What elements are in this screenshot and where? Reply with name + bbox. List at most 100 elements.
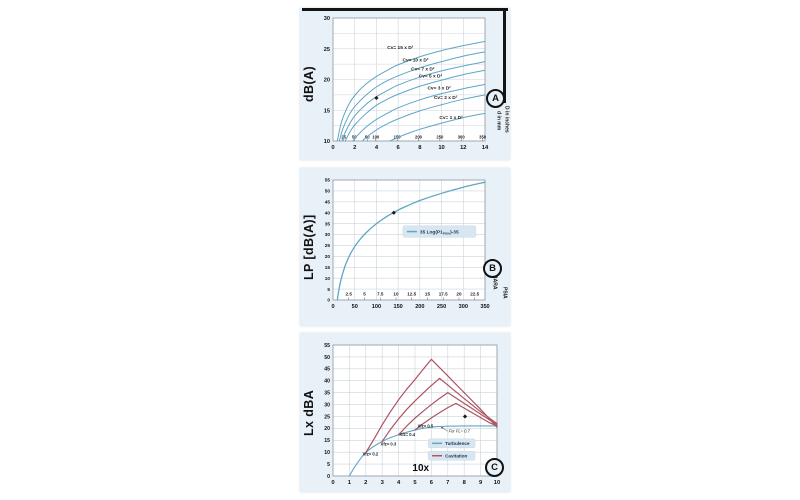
svg-text:2: 2 xyxy=(353,145,356,151)
svg-text:10: 10 xyxy=(494,480,500,486)
svg-text:2: 2 xyxy=(364,480,367,486)
chart-panel-b: LP [dB(A)] 2.5 5 7.5 10 12.5 15 17.5 20 22.5 35 L… xyxy=(300,168,510,326)
chart-a-badge: A xyxy=(486,89,505,108)
svg-text:30: 30 xyxy=(324,402,330,408)
chart-b-badge: B xyxy=(483,259,502,278)
svg-text:50: 50 xyxy=(352,304,358,310)
svg-text:350: 350 xyxy=(480,304,489,310)
svg-text:Cv= 2 x D²: Cv= 2 x D² xyxy=(434,95,458,101)
svg-text:Cv= 3 x D²: Cv= 3 x D² xyxy=(427,85,451,91)
legend: Turbulence Cavitation xyxy=(427,438,476,461)
svg-text:20: 20 xyxy=(324,426,330,432)
series-cavitation-xfz-0-4 xyxy=(398,392,498,436)
svg-text:10: 10 xyxy=(324,139,330,145)
svg-text:Xfz= 0.4: Xfz= 0.4 xyxy=(399,432,415,437)
axis-tick-labels: 0 50 100 150 200 250 300 350 0 5 10 15 20 25 30 35 40 45 5… xyxy=(325,178,490,310)
svg-text:1: 1 xyxy=(348,480,352,486)
svg-text:0: 0 xyxy=(327,298,330,303)
svg-text:50: 50 xyxy=(325,189,331,194)
svg-text:7.5: 7.5 xyxy=(377,292,384,297)
chart-series xyxy=(336,40,486,142)
svg-text:5: 5 xyxy=(413,480,417,486)
svg-text:250: 250 xyxy=(436,134,444,139)
series-cavitation-xfz-0-5 xyxy=(414,402,498,431)
svg-text:15: 15 xyxy=(425,292,431,297)
chart-panel-a: dB(A) 25 50 80 100 150 200 250 300 350 Cv= 15 x D… xyxy=(300,8,510,160)
svg-text:25: 25 xyxy=(325,243,331,248)
svg-text:250: 250 xyxy=(437,304,446,310)
svg-text:6: 6 xyxy=(397,145,401,151)
svg-text:40: 40 xyxy=(325,210,331,215)
annotation: For FL= 0.7 xyxy=(441,426,471,434)
chart-series xyxy=(348,358,498,477)
svg-text:0: 0 xyxy=(331,480,334,486)
chart-b-plot: 2.5 5 7.5 10 12.5 15 17.5 20 22.5 35 Log(P1PSIA)-… xyxy=(325,178,490,310)
chart-a-x-unit-mm: d in mm xyxy=(495,111,502,131)
svg-text:Xfz= 0.2: Xfz= 0.2 xyxy=(363,452,379,457)
series-cv-2-x-d- xyxy=(361,94,486,142)
svg-text:300: 300 xyxy=(458,134,466,139)
svg-text:Cv= 1 x D²: Cv= 1 x D² xyxy=(439,115,463,121)
svg-text:20: 20 xyxy=(325,254,331,259)
svg-text:Xfz= 0.3: Xfz= 0.3 xyxy=(381,442,397,447)
svg-text:0: 0 xyxy=(327,474,330,480)
chart-b-x-unit-bara: BARA xyxy=(491,275,498,290)
svg-text:5: 5 xyxy=(327,462,330,468)
svg-text:14: 14 xyxy=(482,145,489,151)
svg-text:150: 150 xyxy=(393,304,402,310)
series-35-log-p1psia-35 xyxy=(336,181,486,301)
svg-text:3: 3 xyxy=(381,480,385,486)
svg-text:35 Log(P1PSIA)-35: 35 Log(P1PSIA)-35 xyxy=(420,229,459,235)
svg-text:5: 5 xyxy=(363,292,366,297)
legend: 35 Log(P1PSIA)-35 xyxy=(402,225,477,238)
chart-b-x-unit-psia: PSIA xyxy=(501,287,508,299)
svg-text:150: 150 xyxy=(394,134,402,139)
svg-text:20: 20 xyxy=(456,292,462,297)
svg-text:45: 45 xyxy=(324,367,330,373)
chart-a-x-unit-inches: D in inches xyxy=(503,106,510,133)
series-cv-7-x-d- xyxy=(341,61,486,142)
svg-text:35: 35 xyxy=(325,221,331,226)
svg-text:30: 30 xyxy=(324,16,330,22)
svg-text:12: 12 xyxy=(460,145,466,151)
svg-text:10: 10 xyxy=(438,145,444,151)
svg-text:4: 4 xyxy=(375,145,379,151)
svg-text:Cv= 15 x D²: Cv= 15 x D² xyxy=(387,45,413,51)
svg-text:200: 200 xyxy=(415,134,423,139)
series-cv-10-x-d- xyxy=(338,51,486,142)
series-cv-3-x-d- xyxy=(352,83,486,142)
chart-a-right-rule xyxy=(503,10,506,103)
svg-text:15: 15 xyxy=(325,265,331,270)
series-cv-1-x-d- xyxy=(389,112,486,142)
svg-text:55: 55 xyxy=(325,178,331,183)
svg-text:8: 8 xyxy=(418,145,422,151)
axis-tick-labels: 0 2 4 6 8 10 12 14 10 15 20 25 30 xyxy=(324,16,489,151)
svg-text:10: 10 xyxy=(393,292,399,297)
svg-text:12.5: 12.5 xyxy=(407,292,416,297)
svg-text:Cv= 10 x D²: Cv= 10 x D² xyxy=(402,58,428,64)
svg-text:7: 7 xyxy=(446,480,449,486)
svg-text:Cavitation: Cavitation xyxy=(445,453,467,458)
svg-text:15: 15 xyxy=(324,108,330,114)
svg-text:22.5: 22.5 xyxy=(470,292,479,297)
curve-labels: Cv= 15 x D² Cv= 10 x D² Cv= 7 x D² Cv= 5 x … xyxy=(387,45,463,121)
svg-text:8: 8 xyxy=(463,480,467,486)
svg-text:0: 0 xyxy=(331,145,334,151)
svg-text:25: 25 xyxy=(341,134,346,139)
svg-text:Cv= 5 x D²: Cv= 5 x D² xyxy=(419,74,443,80)
svg-text:45: 45 xyxy=(325,200,331,205)
svg-text:2.5: 2.5 xyxy=(346,292,353,297)
secondary-x-axis: 2.5 5 7.5 10 12.5 15 17.5 20 22.5 xyxy=(346,292,480,300)
chart-c-badge: C xyxy=(485,458,504,477)
svg-text:10x: 10x xyxy=(412,463,429,474)
chart-panel-c: Lx dBA Xfz= 0.2 Xfz= 0.3 Xfz= 0.4 Xfz= 0.5 F… xyxy=(300,333,510,492)
chart-series xyxy=(336,181,486,301)
svg-text:55: 55 xyxy=(324,343,330,349)
svg-text:Xfz= 0.5: Xfz= 0.5 xyxy=(417,424,433,429)
svg-text:Cv= 7 x D²: Cv= 7 x D² xyxy=(411,66,435,72)
series-cv-15-x-d- xyxy=(336,40,486,142)
